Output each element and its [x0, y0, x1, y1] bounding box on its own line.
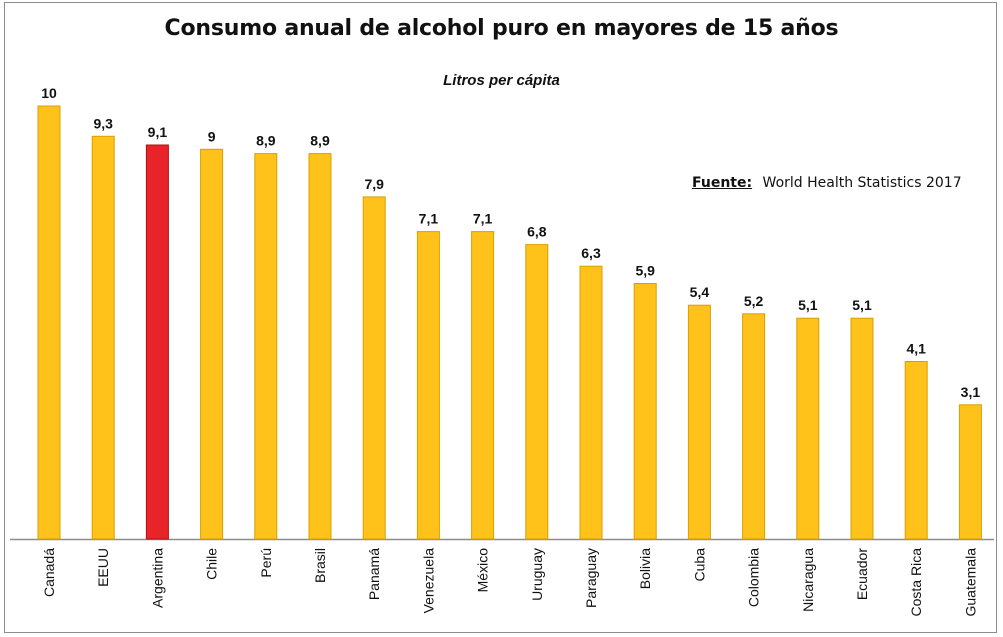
value-label-1: 9,3: [93, 115, 113, 131]
bar-7: [416, 231, 440, 540]
category-label-10: Paraguay: [583, 548, 599, 608]
value-label-4: 8,9: [256, 133, 276, 149]
bar-4: [254, 153, 278, 540]
bar-14: [796, 317, 820, 540]
value-label-13: 5,2: [744, 293, 764, 309]
value-label-14: 5,1: [798, 297, 818, 313]
bar-11: [633, 283, 657, 540]
value-label-16: 4,1: [906, 341, 926, 357]
value-label-0: 10: [41, 85, 57, 101]
bar-9: [525, 244, 549, 540]
bar-1: [91, 135, 115, 540]
category-label-13: Colombia: [746, 548, 762, 607]
category-label-7: Venezuela: [420, 548, 436, 614]
bar-15: [850, 317, 874, 540]
value-label-5: 8,9: [310, 133, 330, 149]
category-label-17: Guatemala: [962, 548, 978, 617]
chart-frame: [4, 2, 997, 633]
value-label-12: 5,4: [690, 284, 710, 300]
chart-title: Consumo anual de alcohol puro en mayores…: [164, 16, 839, 41]
value-label-3: 9: [208, 128, 216, 144]
category-label-9: Uruguay: [529, 548, 545, 601]
value-label-2: 9,1: [148, 124, 168, 140]
bar-6: [362, 196, 386, 540]
value-label-6: 7,9: [364, 176, 384, 192]
source-text: World Health Statistics 2017: [762, 175, 962, 191]
source-note: Fuente: World Health Statistics 2017: [692, 175, 962, 191]
category-label-4: Perú: [258, 548, 274, 578]
value-label-15: 5,1: [852, 297, 872, 313]
bar-2: [145, 144, 169, 540]
bar-0: [37, 105, 61, 540]
value-label-10: 6,3: [581, 245, 601, 261]
category-label-16: Costa Rica: [908, 548, 924, 617]
category-label-0: Canadá: [41, 548, 57, 597]
bar-10: [579, 265, 603, 540]
bar-16: [904, 361, 928, 540]
category-label-1: EEUU: [95, 548, 111, 587]
source-label: Fuente:: [692, 175, 753, 191]
category-label-3: Chile: [204, 548, 220, 580]
value-label-9: 6,8: [527, 224, 547, 240]
bar-12: [687, 304, 711, 540]
bar-8: [471, 231, 495, 540]
bar-13: [742, 313, 766, 540]
category-label-14: Nicaragua: [800, 548, 816, 612]
chart-subtitle: Litros per cápita: [443, 72, 560, 89]
category-label-2: Argentina: [149, 548, 165, 608]
value-label-17: 3,1: [961, 384, 981, 400]
category-label-8: México: [475, 548, 491, 593]
value-label-8: 7,1: [473, 211, 493, 227]
category-label-12: Cuba: [691, 548, 707, 582]
category-label-5: Brasil: [312, 548, 328, 583]
bar-3: [200, 148, 224, 540]
value-label-11: 5,9: [635, 263, 655, 279]
category-label-15: Ecuador: [854, 548, 870, 600]
bar-5: [308, 153, 332, 540]
category-label-6: Panamá: [366, 548, 382, 600]
value-label-7: 7,1: [419, 211, 439, 227]
category-label-11: Bolivia: [637, 548, 653, 589]
bar-17: [958, 404, 982, 540]
